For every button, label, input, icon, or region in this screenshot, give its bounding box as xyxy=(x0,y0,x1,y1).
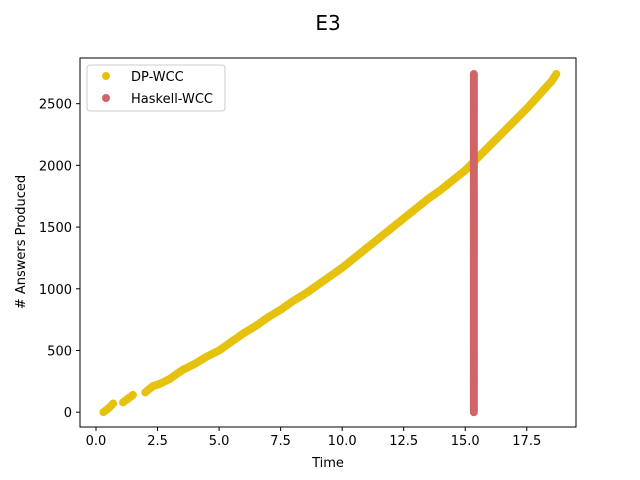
legend-marker-haskell-wcc xyxy=(102,94,110,102)
y-tick-label: 2500 xyxy=(39,98,72,113)
x-tick-label: 2.5 xyxy=(147,434,168,449)
data-point-dp-wcc xyxy=(127,391,136,400)
series-haskell-wcc xyxy=(469,70,478,417)
data-point-haskell-wcc xyxy=(469,70,478,79)
legend: DP-WCC Haskell-WCC xyxy=(86,64,226,112)
plot-area xyxy=(99,70,561,417)
axes-frame xyxy=(79,57,577,428)
x-tick-label: 15.0 xyxy=(451,434,480,449)
x-tick-label: 0.0 xyxy=(86,434,107,449)
data-point-dp-wcc xyxy=(551,71,560,80)
legend-box xyxy=(86,64,226,112)
x-axis: 0.0 2.5 5.0 7.5 10.0 12.5 15.0 17.5 xyxy=(86,427,541,449)
y-tick-label: 2000 xyxy=(39,159,72,174)
legend-label-haskell-wcc: Haskell-WCC xyxy=(131,92,213,107)
legend-marker-dp-wcc xyxy=(102,72,110,80)
x-tick-label: 5.0 xyxy=(209,434,230,449)
x-tick-label: 17.5 xyxy=(512,434,541,449)
y-tick-label: 500 xyxy=(47,344,72,359)
x-axis-label: Time xyxy=(311,456,344,471)
data-point-dp-wcc xyxy=(108,400,116,409)
legend-label-dp-wcc: DP-WCC xyxy=(131,70,184,85)
y-tick-label: 1000 xyxy=(39,283,72,298)
y-axis: 0 500 1000 1500 2000 2500 xyxy=(39,98,80,421)
x-tick-label: 10.0 xyxy=(328,434,357,449)
x-tick-label: 12.5 xyxy=(389,434,418,449)
y-tick-label: 0 xyxy=(64,406,72,421)
chart-title: E3 xyxy=(315,11,340,35)
x-tick-label: 7.5 xyxy=(270,434,291,449)
y-tick-label: 1500 xyxy=(39,221,72,236)
series-dp-wcc xyxy=(99,70,561,417)
y-axis-label: # Answers Produced xyxy=(14,175,29,309)
